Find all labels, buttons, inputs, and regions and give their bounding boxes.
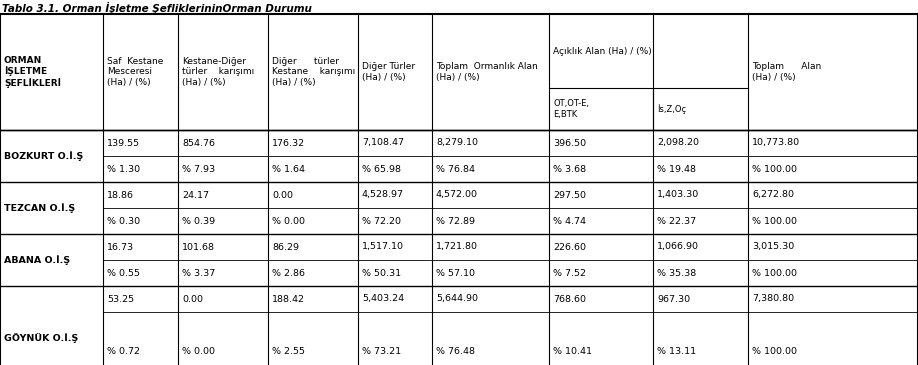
Text: 4,528.97: 4,528.97 — [362, 191, 404, 200]
Text: % 100.00: % 100.00 — [752, 165, 797, 173]
Text: % 10.41: % 10.41 — [553, 346, 592, 356]
Text: 967.30: 967.30 — [657, 295, 690, 304]
Text: % 7.93: % 7.93 — [182, 165, 215, 173]
Text: 101.68: 101.68 — [182, 242, 215, 251]
Text: 0.00: 0.00 — [272, 191, 293, 200]
Text: % 35.38: % 35.38 — [657, 269, 696, 277]
Text: BOZKURT O.İ.Ş: BOZKURT O.İ.Ş — [4, 151, 84, 161]
Text: % 3.37: % 3.37 — [182, 269, 215, 277]
Text: 24.17: 24.17 — [182, 191, 209, 200]
Text: % 0.72: % 0.72 — [107, 346, 140, 356]
Text: % 50.31: % 50.31 — [362, 269, 401, 277]
Text: 6,272.80: 6,272.80 — [752, 191, 794, 200]
Text: % 72.89: % 72.89 — [436, 216, 475, 226]
Text: % 1.30: % 1.30 — [107, 165, 140, 173]
Text: 4,572.00: 4,572.00 — [436, 191, 478, 200]
Text: 7,380.80: 7,380.80 — [752, 295, 794, 304]
Text: 86.29: 86.29 — [272, 242, 299, 251]
Text: % 65.98: % 65.98 — [362, 165, 401, 173]
Text: % 0.00: % 0.00 — [272, 216, 305, 226]
Text: 0.00: 0.00 — [182, 295, 203, 304]
Text: 176.32: 176.32 — [272, 138, 305, 147]
Text: 53.25: 53.25 — [107, 295, 134, 304]
Text: % 100.00: % 100.00 — [752, 216, 797, 226]
Text: 854.76: 854.76 — [182, 138, 215, 147]
Text: ABANA O.İ.Ş: ABANA O.İ.Ş — [4, 255, 70, 265]
Text: 5,644.90: 5,644.90 — [436, 295, 478, 304]
Text: 1,066.90: 1,066.90 — [657, 242, 699, 251]
Text: % 19.48: % 19.48 — [657, 165, 696, 173]
Text: 1,517.10: 1,517.10 — [362, 242, 404, 251]
Text: Kestane-Diğer
türler    karışımı
(Ha) / (%): Kestane-Diğer türler karışımı (Ha) / (%) — [182, 57, 254, 87]
Text: % 1.64: % 1.64 — [272, 165, 305, 173]
Text: Açıklık Alan (Ha) / (%): Açıklık Alan (Ha) / (%) — [553, 46, 652, 55]
Text: 7,108.47: 7,108.47 — [362, 138, 404, 147]
Text: ORMAN
İŞLETME
ŞEFLİKLERİ: ORMAN İŞLETME ŞEFLİKLERİ — [4, 56, 61, 88]
Text: 1,721.80: 1,721.80 — [436, 242, 478, 251]
Text: 226.60: 226.60 — [553, 242, 586, 251]
Text: % 57.10: % 57.10 — [436, 269, 475, 277]
Text: 2,098.20: 2,098.20 — [657, 138, 699, 147]
Text: % 4.74: % 4.74 — [553, 216, 586, 226]
Text: % 22.37: % 22.37 — [657, 216, 696, 226]
Text: 8,279.10: 8,279.10 — [436, 138, 478, 147]
Text: 139.55: 139.55 — [107, 138, 140, 147]
Text: 188.42: 188.42 — [272, 295, 305, 304]
Text: 10,773.80: 10,773.80 — [752, 138, 800, 147]
Text: % 0.00: % 0.00 — [182, 346, 215, 356]
Text: Diğer      türler
Kestane    karışımı
(Ha) / (%): Diğer türler Kestane karışımı (Ha) / (%) — [272, 57, 355, 87]
Text: Saf  Kestane
Mesceresi
(Ha) / (%): Saf Kestane Mesceresi (Ha) / (%) — [107, 57, 163, 87]
Text: % 2.86: % 2.86 — [272, 269, 305, 277]
Text: % 3.68: % 3.68 — [553, 165, 586, 173]
Text: Tablo 3.1. Orman İşletme ŞefliklerininOrman Durumu: Tablo 3.1. Orman İşletme ŞefliklerininOr… — [2, 2, 312, 14]
Text: % 76.84: % 76.84 — [436, 165, 475, 173]
Text: Toplam      Alan
(Ha) / (%): Toplam Alan (Ha) / (%) — [752, 62, 822, 82]
Text: TEZCAN O.İ.Ş: TEZCAN O.İ.Ş — [4, 203, 75, 213]
Text: 297.50: 297.50 — [553, 191, 586, 200]
Text: Diğer Türler
(Ha) / (%): Diğer Türler (Ha) / (%) — [362, 62, 415, 82]
Text: 3,015.30: 3,015.30 — [752, 242, 794, 251]
Text: % 0.55: % 0.55 — [107, 269, 140, 277]
Text: GÖYNÜK O.İ.Ş: GÖYNÜK O.İ.Ş — [4, 333, 78, 343]
Text: Toplam  Ormanlık Alan
(Ha) / (%): Toplam Ormanlık Alan (Ha) / (%) — [436, 62, 538, 82]
Text: 5,403.24: 5,403.24 — [362, 295, 404, 304]
Text: 768.60: 768.60 — [553, 295, 586, 304]
Text: % 100.00: % 100.00 — [752, 269, 797, 277]
Text: İs,Z,Oç: İs,Z,Oç — [657, 104, 686, 114]
Text: 18.86: 18.86 — [107, 191, 134, 200]
Text: % 2.55: % 2.55 — [272, 346, 305, 356]
Text: OT,OT-E,
E,BTK: OT,OT-E, E,BTK — [553, 99, 589, 119]
Text: 396.50: 396.50 — [553, 138, 586, 147]
Text: % 76.48: % 76.48 — [436, 346, 475, 356]
Text: % 73.21: % 73.21 — [362, 346, 401, 356]
Text: % 100.00: % 100.00 — [752, 346, 797, 356]
Text: % 13.11: % 13.11 — [657, 346, 696, 356]
Text: % 7.52: % 7.52 — [553, 269, 586, 277]
Text: 1,403.30: 1,403.30 — [657, 191, 700, 200]
Text: % 0.30: % 0.30 — [107, 216, 140, 226]
Text: % 72.20: % 72.20 — [362, 216, 401, 226]
Text: % 0.39: % 0.39 — [182, 216, 215, 226]
Text: 16.73: 16.73 — [107, 242, 134, 251]
